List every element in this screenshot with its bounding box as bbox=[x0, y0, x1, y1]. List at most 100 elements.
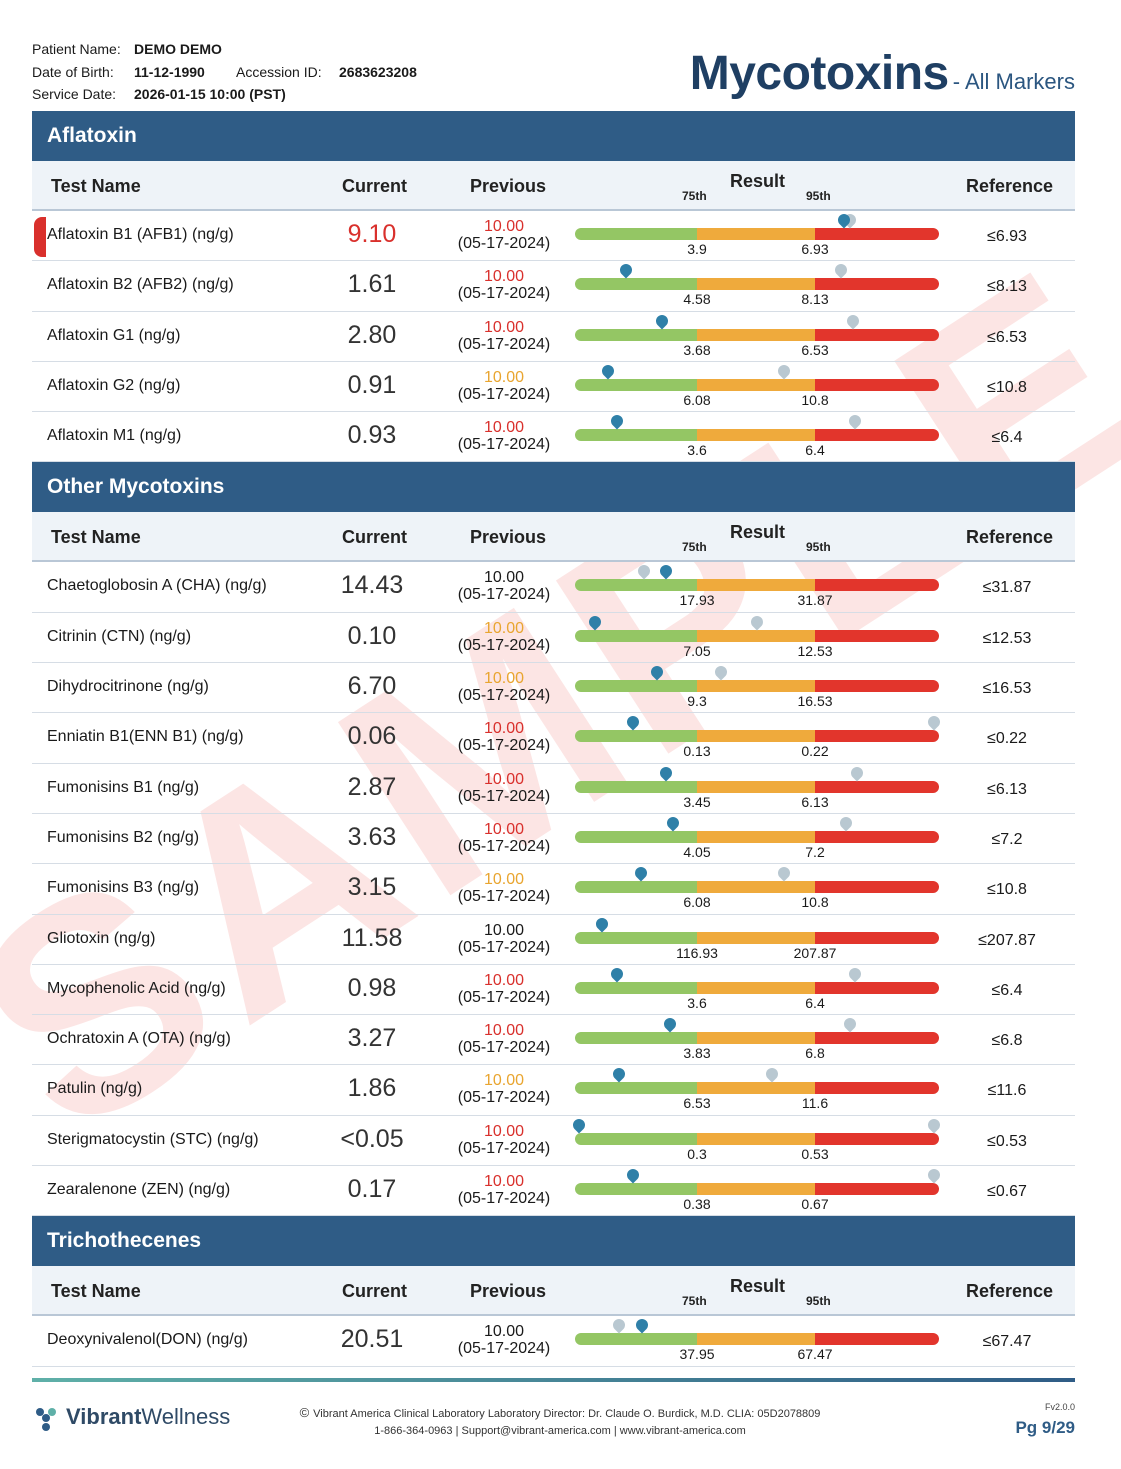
reference-range: ≤0.22 bbox=[987, 730, 1027, 748]
current-marker-icon bbox=[608, 412, 626, 430]
title-main: Mycotoxins bbox=[689, 47, 950, 100]
vibrant-wellness-logo: VibrantWellness bbox=[32, 1404, 230, 1432]
tick-95th: 207.87 bbox=[793, 944, 837, 961]
current-marker-icon bbox=[610, 1065, 628, 1083]
reference-range: ≤7.2 bbox=[991, 830, 1023, 848]
table-row: Aflatoxin G1 (ng/g) 2.80 10.00 (05-17-2024)… bbox=[32, 312, 1075, 362]
current-value: 2.87 bbox=[347, 772, 397, 801]
range-normal-segment bbox=[575, 328, 697, 341]
result-range-bar: 3.68 6.53 bbox=[575, 312, 939, 358]
table-row: Zearalenone (ZEN) (ng/g) 0.17 10.00 (05-17-… bbox=[32, 1166, 1075, 1217]
result-range-bar: 6.08 10.8 bbox=[575, 864, 939, 910]
previous-marker-icon bbox=[748, 613, 766, 631]
previous-value: 10.00 bbox=[483, 1072, 525, 1090]
result-range-bar: 6.53 11.6 bbox=[575, 1065, 939, 1111]
previous-date: (05-17-2024) bbox=[457, 385, 551, 403]
table-row: Gliotoxin (ng/g) 11.58 10.00 (05-17-2024) 11… bbox=[32, 915, 1075, 965]
current-value: 14.43 bbox=[340, 571, 404, 600]
current-marker-icon bbox=[608, 965, 626, 983]
logo-mark-icon bbox=[36, 1408, 56, 1432]
tick-95th: 6.8 bbox=[805, 1045, 825, 1062]
table-row: Mycophenolic Acid (ng/g) 0.98 10.00 (05-17-… bbox=[32, 965, 1075, 1016]
col-result: Result bbox=[730, 171, 786, 191]
previous-marker-icon bbox=[763, 1065, 781, 1083]
range-normal-segment bbox=[575, 1132, 697, 1145]
reference-range: ≤0.67 bbox=[987, 1183, 1027, 1201]
col-test-name: Test Name bbox=[51, 176, 141, 196]
range-high-segment bbox=[815, 1082, 939, 1095]
column-header-row: Test Name Current Previous Result 75th 95th Re… bbox=[32, 161, 1075, 211]
range-high-segment bbox=[815, 579, 939, 592]
previous-result: 10.00 (05-17-2024) bbox=[446, 1022, 562, 1056]
test-name: Gliotoxin (ng/g) bbox=[47, 929, 156, 947]
tick-75th: 3.68 bbox=[683, 341, 711, 358]
col-test-name: Test Name bbox=[51, 527, 141, 548]
form-version: Fv2.0.0 bbox=[1044, 1402, 1075, 1412]
range-normal-segment bbox=[575, 278, 697, 291]
range-normal-segment bbox=[575, 981, 697, 994]
previous-marker-icon bbox=[846, 965, 864, 983]
tick-95th: 0.22 bbox=[801, 743, 829, 760]
previous-marker-icon bbox=[635, 562, 653, 580]
footer-info: © Vibrant America Clinical Laboratory Lab… bbox=[290, 1404, 830, 1440]
test-name: Deoxynivalenol(DON) (ng/g) bbox=[47, 1331, 248, 1349]
range-elevated-segment bbox=[697, 1032, 815, 1045]
test-name: Aflatoxin M1 (ng/g) bbox=[47, 427, 182, 445]
reference-range: ≤12.53 bbox=[982, 629, 1032, 647]
reference-range: ≤8.13 bbox=[987, 278, 1027, 296]
range-high-segment bbox=[815, 780, 939, 793]
previous-marker-icon bbox=[844, 312, 862, 330]
previous-date: (05-17-2024) bbox=[457, 938, 551, 956]
table-row: Deoxynivalenol(DON) (ng/g) 20.51 10.00 (05-… bbox=[32, 1316, 1075, 1367]
range-high-segment bbox=[815, 629, 939, 642]
results-table: Aflatoxin Test Name Current Previous Result 7… bbox=[32, 111, 1075, 1367]
result-range-bar: 37.95 67.47 bbox=[575, 1316, 939, 1362]
previous-value: 10.00 bbox=[483, 569, 525, 587]
previous-date: (05-17-2024) bbox=[457, 285, 551, 303]
tick-95th: 6.4 bbox=[805, 442, 825, 459]
range-elevated-segment bbox=[697, 1183, 815, 1196]
previous-result: 10.00 (05-17-2024) bbox=[446, 569, 562, 603]
tick-95th: 10.8 bbox=[801, 391, 829, 408]
current-marker-icon bbox=[586, 613, 604, 631]
table-row: Fumonisins B2 (ng/g) 3.63 10.00 (05-17-2024… bbox=[32, 814, 1075, 865]
range-elevated-segment bbox=[697, 629, 815, 642]
column-header-row: Test Name Current Previous Result 75th 95th Re… bbox=[32, 512, 1075, 563]
previous-marker-icon bbox=[848, 764, 866, 782]
range-high-segment bbox=[815, 680, 939, 693]
table-row: Ochratoxin A (OTA) (ng/g) 3.27 10.00 (05-17… bbox=[32, 1015, 1075, 1066]
previous-date: (05-17-2024) bbox=[457, 235, 551, 252]
reference-range: ≤6.53 bbox=[987, 328, 1027, 346]
reference-range: ≤6.8 bbox=[991, 1032, 1023, 1050]
title-sub: - All Markers bbox=[952, 69, 1075, 94]
previous-value: 10.00 bbox=[483, 1022, 525, 1040]
col-previous: Previous bbox=[470, 1281, 547, 1302]
current-value: 2.80 bbox=[347, 320, 397, 349]
result-range-bar: 0.3 0.53 bbox=[570, 1116, 943, 1162]
col-current: Current bbox=[342, 1281, 408, 1302]
current-marker-icon bbox=[570, 1116, 588, 1134]
previous-value: 10.00 bbox=[483, 1323, 525, 1341]
table-row: Aflatoxin G2 (ng/g) 0.91 10.00 (05-17-2024)… bbox=[32, 362, 1075, 413]
result-range-bar: 4.05 7.2 bbox=[575, 814, 939, 860]
range-elevated-segment bbox=[697, 830, 815, 843]
current-value: <0.05 bbox=[340, 1124, 404, 1153]
test-name: Fumonisins B1 (ng/g) bbox=[47, 778, 200, 796]
previous-result: 10.00 (05-17-2024) bbox=[446, 720, 562, 754]
previous-result: 10.00 (05-17-2024) bbox=[446, 1123, 562, 1157]
test-name: Patulin (ng/g) bbox=[47, 1080, 143, 1098]
range-elevated-segment bbox=[697, 1132, 815, 1145]
range-normal-segment bbox=[575, 579, 697, 592]
col-95th: 95th bbox=[806, 540, 831, 555]
reference-range: ≤6.4 bbox=[991, 981, 1023, 999]
tick-75th: 37.95 bbox=[679, 1346, 715, 1363]
dob-label: Date of Birth: bbox=[32, 63, 114, 80]
tick-95th: 6.93 bbox=[801, 241, 829, 257]
result-range-bar: 3.9 6.93 bbox=[575, 211, 939, 257]
range-normal-segment bbox=[575, 931, 697, 944]
range-normal-segment bbox=[575, 881, 697, 894]
patient-info: Patient Name: DEMO DEMO Date of Birth: 11-… bbox=[32, 38, 417, 106]
previous-value: 10.00 bbox=[483, 670, 525, 688]
col-result: Result bbox=[730, 1276, 786, 1297]
previous-result: 10.00 (05-17-2024) bbox=[446, 268, 562, 302]
